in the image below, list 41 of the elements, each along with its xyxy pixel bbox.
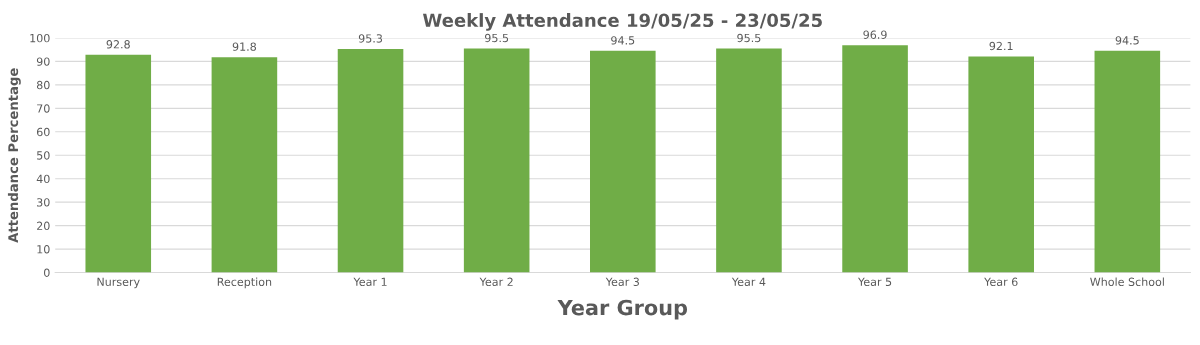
bar: [842, 45, 908, 273]
y-tick-label: 10: [37, 245, 50, 254]
data-label: 94.5: [1115, 36, 1139, 45]
data-label: 94.5: [611, 36, 635, 45]
bar: [590, 50, 656, 273]
bar: [968, 56, 1034, 273]
y-tick-label: 70: [37, 104, 50, 113]
x-tick-label: Year 3: [605, 277, 639, 287]
x-tick-label: Year 6: [984, 277, 1018, 287]
x-tick-label: Nursery: [97, 277, 140, 289]
y-tick-label: 40: [36, 174, 50, 184]
y-tick-label: 80: [36, 80, 50, 90]
data-label: 91.8: [232, 42, 257, 51]
bar: [1094, 50, 1161, 273]
x-tick-label: Year 2: [479, 277, 513, 287]
chart-title: Weekly Attendance 19/05/25 - 23/05/25: [422, 13, 822, 31]
x-tick-label: Year 4: [731, 277, 766, 287]
data-label: 95.5: [737, 33, 761, 43]
x-tick-label: Year 5: [857, 277, 892, 287]
data-label: 96.9: [863, 30, 887, 39]
y-tick-label: 100: [30, 33, 50, 43]
y-tick-label: 20: [37, 221, 50, 231]
y-tick-label: 50: [37, 151, 50, 160]
y-tick-label: 30: [37, 198, 50, 207]
bar: [716, 48, 782, 273]
bar: [85, 54, 152, 273]
y-tick-label: 60: [36, 127, 50, 137]
data-label: 95.3: [358, 34, 383, 43]
bar: [463, 48, 530, 273]
x-tick-label: Reception: [217, 277, 272, 289]
data-label: 92.1: [989, 41, 1013, 51]
y-axis-title: Attendance Percentage: [7, 68, 21, 243]
y-tick-label: 90: [36, 57, 50, 66]
x-axis-title: Year Group: [557, 299, 688, 320]
y-tick-label: 0: [44, 268, 50, 277]
bar: [211, 57, 278, 273]
data-label: 92.8: [106, 40, 130, 49]
data-label: 95.5: [485, 33, 509, 43]
x-tick-label: Year 1: [353, 277, 387, 287]
bar: [337, 48, 404, 273]
x-tick-label: Whole School: [1090, 277, 1164, 287]
